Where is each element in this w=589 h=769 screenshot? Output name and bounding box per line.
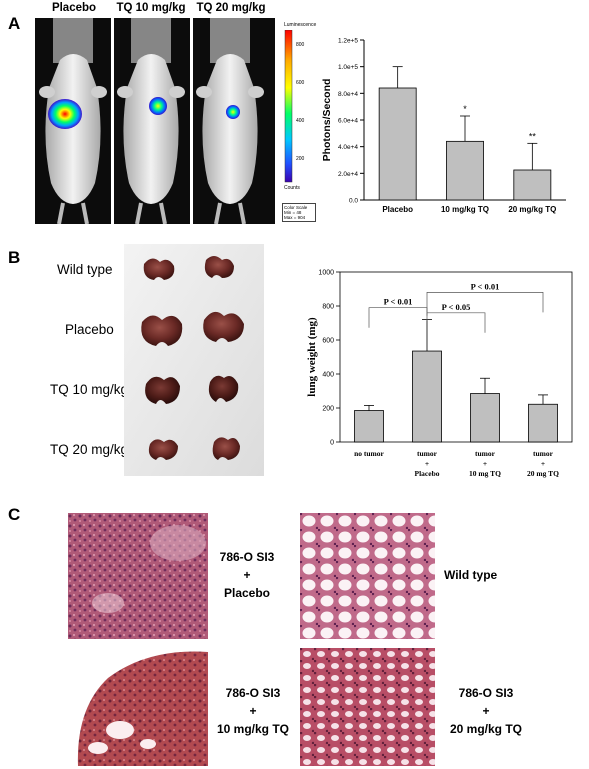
y-axis-title: lung weight (mg) [306,317,318,397]
plot-frame [339,271,573,443]
x-tick-label: 10 mg/kg TQ [441,205,489,214]
label-plus: + [249,704,257,718]
colorbar-title: Luminescence [284,22,317,28]
panel-letter-c: C [8,505,21,524]
y-tick-label: 4.0e+4 [338,144,358,151]
organ-label-tq10: TQ 10 mg/kg [50,382,129,397]
x-tick-label: no tumor [354,449,384,458]
histology-label-wild-type: Wild type [444,566,524,584]
label-wild-type-text: Wild type [444,568,498,582]
y-tick-label: 1.0e+5 [338,64,358,71]
label-cell-line: 786-O SI3 [225,686,281,700]
y-tick-label: 400 [322,372,334,379]
y-tick-label: 8.0e+4 [338,91,358,98]
x-tick-label: Placebo [415,469,440,478]
colorbar-tick-400: 400 [296,118,305,124]
comparison-p-value: P < 0.05 [442,302,471,312]
x-tick-label: tumor [417,449,438,458]
organ-label-tq20: TQ 20 mg/kg [50,442,129,457]
mouse-label-tq10: TQ 10 mg/kg [116,2,186,14]
mouse-label-placebo: Placebo [51,2,97,14]
label-treatment: 20 mg/kg TQ [449,722,523,736]
y-tick-label: 0.0 [349,198,358,205]
x-tick-label: tumor [533,449,554,458]
histology-tq20-image [300,648,435,766]
mouse-placebo [39,18,107,224]
comparison-p-value: P < 0.01 [471,281,500,291]
x-tick-label: Placebo [382,205,413,214]
comparison-bracket [426,292,544,313]
bar [470,393,500,443]
bioluminescence-mice-image [35,18,275,224]
y-axis-title: Photons/Second [321,79,333,162]
bar [528,403,558,443]
organ-label-wild-type: Wild type [57,262,113,277]
x-tick-label: + [425,459,429,468]
x-tick-label: tumor [475,449,496,458]
bar [354,410,384,443]
bar [446,140,484,201]
bar [513,169,552,201]
color-scale-box: Color Scale Min = 48 Max = 904 [282,203,316,222]
y-tick-label: 1.2e+5 [338,38,358,45]
x-tick-label: 20 mg TQ [527,469,559,478]
label-treatment: 10 mg/kg TQ [216,722,290,736]
panel-letter-b: B [8,248,21,267]
color-scale-title: Color Scale [284,205,308,210]
y-tick-label: 2.0e+4 [338,171,358,178]
y-tick-label: 600 [322,338,334,345]
colorbar-counts-label: Counts [284,185,300,191]
histology-placebo-image [68,513,208,639]
histology-label-tq20: 786-O SI3 + 20 mg/kg TQ [440,684,532,738]
mouse-tq10 [117,18,185,224]
panel-letter-a: A [8,14,21,33]
label-plus: + [482,704,490,718]
histology-label-placebo: 786-O SI3 + Placebo [213,548,281,602]
histology-label-tq10: 786-O SI3 + 10 mg/kg TQ [213,684,293,738]
comparison-bracket [368,307,428,328]
luminescence-colorbar [284,30,293,183]
label-cell-line: 786-O SI3 [458,686,514,700]
y-tick-label: 800 [322,304,334,311]
mouse-tq20 [196,18,264,224]
x-tick-label: + [541,459,545,468]
label-plus: + [243,568,251,582]
y-tick-label: 6.0e+4 [338,118,358,125]
bar [412,350,442,443]
colorbar-tick-800: 800 [296,42,305,48]
label-treatment: Placebo [223,586,271,600]
colorbar-tick-200: 200 [296,156,305,162]
comparison-p-value: P < 0.01 [384,297,413,307]
color-scale-max: Max = 904 [284,215,306,220]
significance-mark: * [463,104,467,114]
y-tick-label: 0 [330,440,334,447]
y-tick-label: 1000 [318,270,334,277]
x-tick-label: 20 mg/kg TQ [508,205,556,214]
bar [378,87,417,201]
label-cell-line: 786-O SI3 [219,550,275,564]
excised-lungs-photo [124,244,264,476]
comparison-bracket [426,312,486,333]
histology-tq10-image [68,648,208,766]
histology-wild-type-image [300,513,435,639]
mouse-label-tq20: TQ 20 mg/kg [196,2,266,14]
x-tick-label: 10 mg TQ [469,469,501,478]
y-tick-label: 200 [322,406,334,413]
chart-photons-per-second: 0.0 2.0e+4 4.0e+4 6.0e+4 8.0e+4 1.0e+5 1.2e+5 P… [321,38,566,214]
organ-label-placebo: Placebo [65,322,114,337]
x-tick-label: + [483,459,487,468]
color-scale-min: Min = 48 [284,210,302,215]
significance-mark: ** [529,131,537,141]
colorbar-tick-600: 600 [296,80,305,86]
